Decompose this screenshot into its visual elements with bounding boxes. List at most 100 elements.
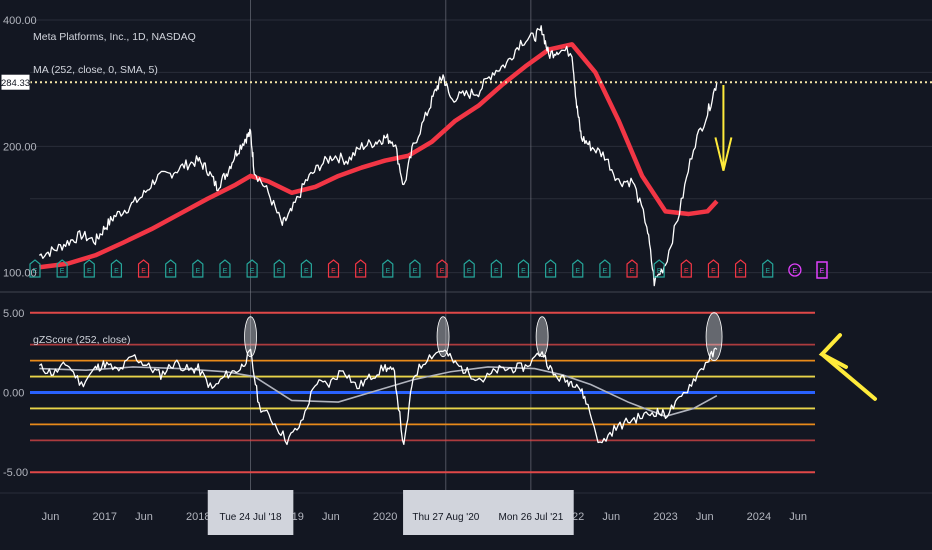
earnings-marker[interactable]: E bbox=[599, 259, 611, 278]
earnings-marker-shape bbox=[707, 259, 720, 278]
earnings-marker[interactable]: E bbox=[816, 261, 828, 279]
zscore-tick-label: 5.00 bbox=[3, 308, 24, 320]
date-marker-box[interactable]: Mon 26 Jul '21 bbox=[488, 490, 574, 535]
earnings-marker[interactable]: E bbox=[355, 259, 367, 278]
earnings-marker-label: E bbox=[630, 268, 635, 275]
earnings-marker[interactable]: E bbox=[545, 259, 557, 278]
earnings-marker[interactable]: E bbox=[762, 259, 774, 278]
earnings-marker-label: E bbox=[33, 268, 38, 275]
earnings-marker-shape bbox=[463, 259, 475, 278]
axes: 400.00 200.00 100.00 5.00 0.00 -5.00 Jun 2017 Ju… bbox=[3, 15, 807, 535]
earnings-marker-label: E bbox=[358, 268, 363, 275]
earnings-marker-label: E bbox=[657, 268, 662, 275]
earnings-marker-label: E bbox=[87, 268, 92, 275]
price-tag: 284.33 bbox=[0, 73, 31, 91]
earnings-marker-label: E bbox=[195, 268, 200, 275]
earnings-marker[interactable]: E bbox=[137, 259, 150, 278]
earnings-marker-label: E bbox=[440, 268, 445, 275]
earnings-marker-shape bbox=[56, 259, 68, 278]
price-tick-label: 200.00 bbox=[3, 141, 37, 153]
earnings-marker[interactable]: E bbox=[653, 259, 665, 278]
earnings-marker[interactable]: E bbox=[300, 259, 312, 278]
earnings-marker[interactable]: E bbox=[788, 263, 802, 277]
earnings-marker-label: E bbox=[575, 268, 580, 275]
earnings-marker-label: E bbox=[304, 268, 309, 275]
earnings-marker-label: E bbox=[413, 268, 418, 275]
date-marker-box[interactable]: Tue 24 Jul '18 bbox=[207, 490, 294, 535]
time-tick-label: Jun bbox=[602, 511, 620, 523]
time-tick-label: 2017 bbox=[93, 511, 117, 523]
earnings-marker[interactable]: E bbox=[273, 259, 285, 278]
earnings-marker[interactable]: E bbox=[707, 259, 720, 278]
earnings-marker-label: E bbox=[277, 268, 282, 275]
price-tick-label: 100.00 bbox=[3, 268, 37, 280]
time-tick-label: 2023 bbox=[653, 511, 677, 523]
earnings-marker-shape bbox=[300, 259, 312, 278]
earnings-marker[interactable]: E bbox=[409, 259, 421, 278]
earnings-marker-label: E bbox=[820, 268, 825, 275]
earnings-marker-shape bbox=[110, 259, 123, 278]
earnings-marker-shape bbox=[762, 259, 774, 278]
peak-highlight bbox=[436, 316, 450, 358]
earnings-marker-shape bbox=[382, 259, 394, 278]
date-marker-bg bbox=[403, 490, 489, 535]
earnings-marker-label: E bbox=[60, 268, 65, 275]
time-tick-label: Jun bbox=[42, 511, 60, 523]
earnings-marker-shape bbox=[219, 259, 231, 278]
earnings-marker[interactable]: E bbox=[436, 259, 448, 278]
earnings-marker[interactable]: E bbox=[734, 259, 747, 278]
earnings-marker[interactable]: E bbox=[246, 259, 258, 278]
earnings-marker-label: E bbox=[711, 268, 716, 275]
earnings-marker[interactable]: E bbox=[29, 259, 41, 278]
earnings-marker[interactable]: E bbox=[463, 259, 475, 278]
ma-line bbox=[39, 42, 719, 270]
earnings-marker[interactable]: E bbox=[56, 259, 68, 278]
earnings-marker-label: E bbox=[793, 268, 798, 275]
earnings-marker-label: E bbox=[467, 268, 472, 275]
earnings-marker-shape bbox=[599, 259, 611, 278]
earnings-marker[interactable]: E bbox=[490, 259, 502, 278]
time-tick-label: 2018 bbox=[186, 511, 210, 523]
earnings-marker-shape bbox=[490, 259, 502, 278]
time-tick-label: Jun bbox=[322, 511, 340, 523]
time-tick-label: 2020 bbox=[373, 511, 397, 523]
earnings-marker-label: E bbox=[250, 268, 255, 275]
price-tag-box bbox=[0, 73, 31, 91]
date-marker-box[interactable]: Thu 27 Aug '20 bbox=[403, 490, 489, 535]
earnings-marker-label: E bbox=[141, 268, 146, 275]
earnings-marker[interactable]: E bbox=[572, 259, 584, 278]
earnings-marker[interactable]: E bbox=[626, 259, 638, 278]
earnings-marker-shape bbox=[734, 259, 747, 278]
earnings-marker-box bbox=[816, 261, 828, 279]
earnings-marker[interactable]: E bbox=[680, 259, 692, 278]
date-marker-label: Thu 27 Aug '20 bbox=[412, 512, 479, 523]
earnings-marker-label: E bbox=[765, 268, 770, 275]
earnings-marker[interactable]: E bbox=[517, 259, 530, 278]
earnings-marker[interactable]: E bbox=[83, 259, 95, 278]
annotation-arrow-head bbox=[714, 137, 733, 171]
earnings-marker-shape bbox=[545, 259, 557, 278]
zscore-legend-label: gZScore (252, close) bbox=[33, 334, 130, 346]
earnings-marker-shape bbox=[137, 259, 150, 278]
split-marker-circle bbox=[788, 263, 802, 277]
peak-highlight bbox=[535, 316, 549, 358]
earnings-marker[interactable]: E bbox=[165, 259, 177, 278]
price-pane: 284.33 E E E E E E E E E E E E E E E E E E E E E E E E E E E E E E bbox=[0, 25, 932, 287]
ma-legend-label: MA (252, close, 0, SMA, 5) bbox=[33, 64, 158, 76]
earnings-marker[interactable]: E bbox=[327, 259, 340, 278]
earnings-marker-shape bbox=[29, 259, 41, 278]
zscore-pane bbox=[30, 311, 877, 474]
earnings-marker[interactable]: E bbox=[110, 259, 123, 278]
earnings-marker-shape bbox=[517, 259, 530, 278]
earnings-marker-label: E bbox=[521, 268, 526, 275]
earnings-marker-shape bbox=[83, 259, 95, 278]
time-tick-label: 2024 bbox=[747, 511, 771, 523]
earnings-marker-label: E bbox=[331, 268, 336, 275]
earnings-marker[interactable]: E bbox=[382, 259, 394, 278]
earnings-marker[interactable]: E bbox=[219, 259, 231, 278]
earnings-marker-shape bbox=[273, 259, 285, 278]
earnings-marker[interactable]: E bbox=[192, 259, 204, 278]
earnings-marker-label: E bbox=[494, 268, 499, 275]
earnings-marker-label: E bbox=[114, 268, 119, 275]
